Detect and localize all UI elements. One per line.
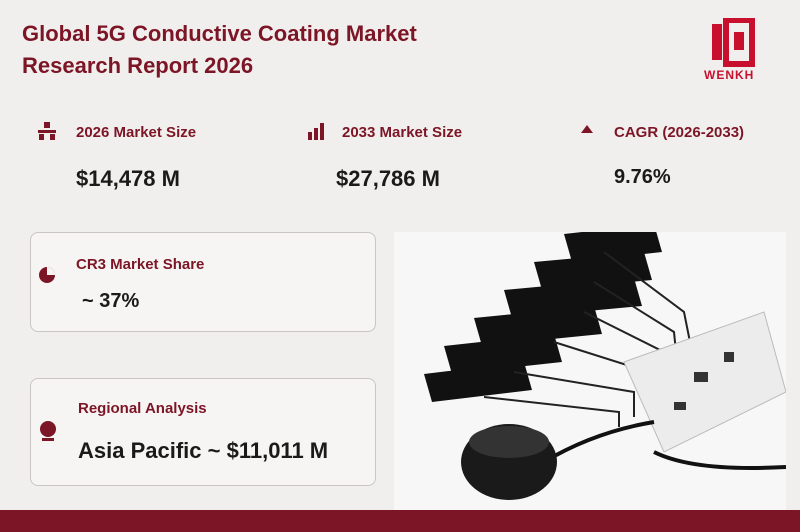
icon [40,421,56,441]
title-line: Global 5G Conductive Coating Market [22,21,417,46]
stat-label: CAGR (2026-2033) [614,124,745,141]
card-value: Asia Pacific ~ $11,011 M [78,438,329,463]
stat-value: $14,478 M [76,166,180,191]
product-photo [394,232,786,510]
stat-label: 2026 Market Size [76,124,197,141]
stat-value: 9.76% [614,166,671,188]
icon [38,122,56,140]
logo-mark [712,18,755,67]
card [30,232,376,332]
title-line: Research Report 2026 [22,53,254,78]
card-label: CR3 Market Share [76,256,205,273]
icon [308,123,324,140]
stat-label: 2033 Market Size [342,124,463,141]
icon [581,125,593,133]
stat-value: $27,786 M [336,166,440,191]
title: Global 5G Conductive Coating Market Rese… [22,18,417,82]
logo-text: WENKH [704,68,755,82]
footer-bar [0,510,800,532]
card [30,378,376,486]
card-value: ~ 37% [82,290,140,312]
card-label: Regional Analysis [78,400,207,417]
icon [39,267,55,283]
